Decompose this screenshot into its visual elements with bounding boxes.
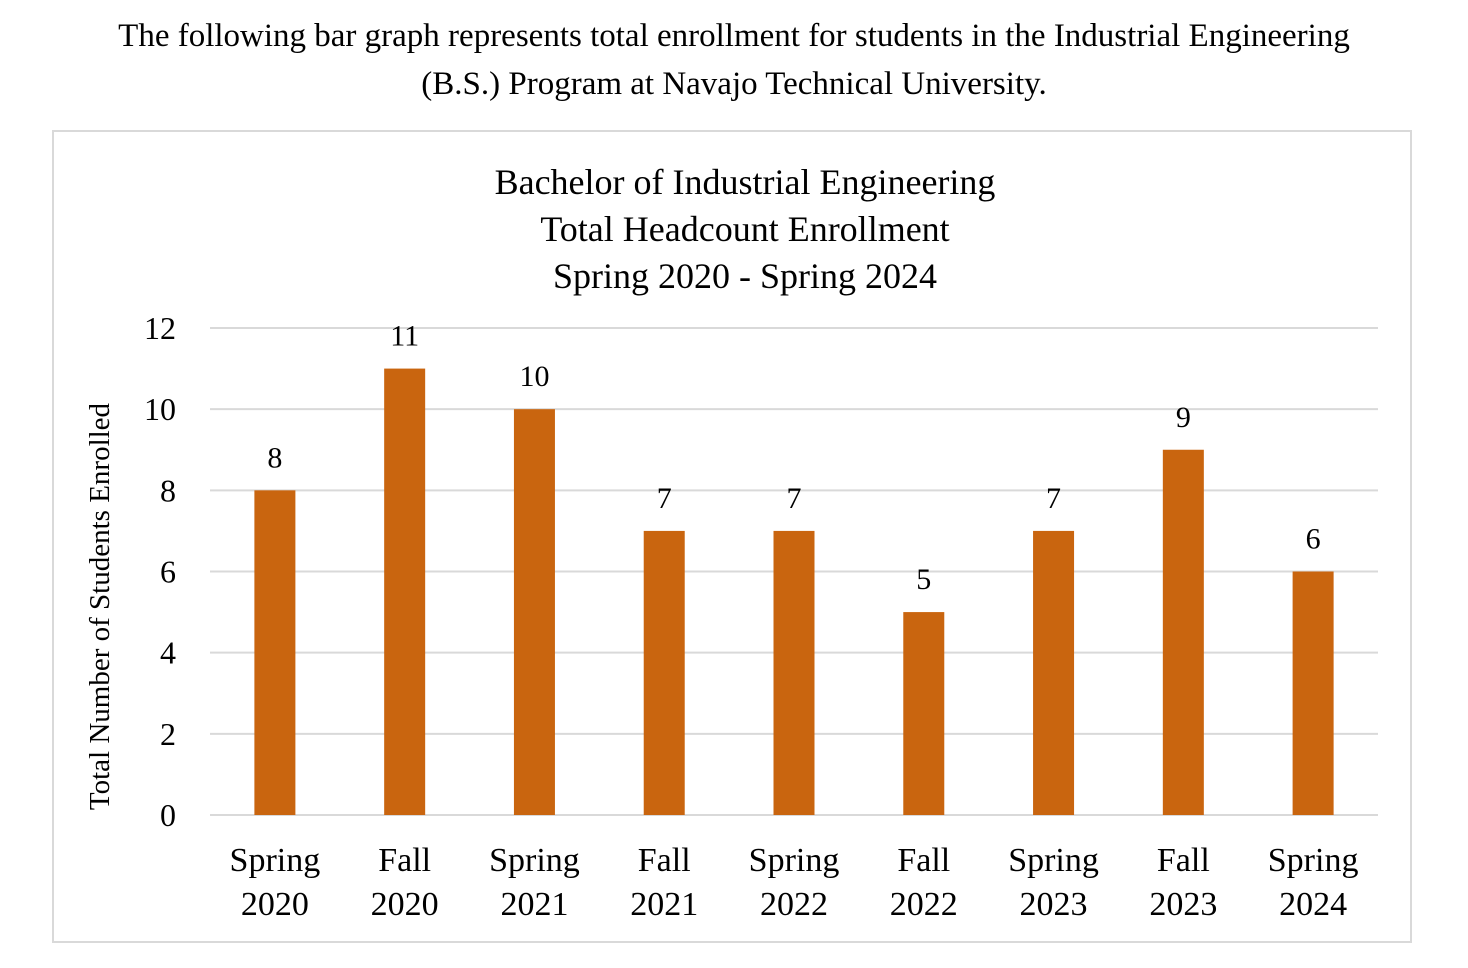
bar [1292,571,1334,815]
x-tick-label: Spring [1268,842,1359,879]
x-tick-label: 2024 [1279,886,1347,923]
x-tick-label: 2023 [1149,886,1217,923]
x-tick-label: 2021 [630,886,698,923]
x-tick-label: Fall [897,842,950,879]
bar [643,530,685,815]
bar [513,409,555,815]
intro-line-2: (B.S.) Program at Navajo Technical Unive… [421,66,1047,102]
bar [1033,530,1075,815]
data-label: 5 [916,563,931,596]
x-tick-label: 2021 [500,886,568,923]
x-tick-label: Spring [489,842,580,879]
y-tick-label: 8 [160,472,176,508]
data-label: 7 [657,482,672,515]
data-label: 8 [267,441,282,474]
bar [254,490,296,815]
x-tick-label: 2023 [1020,886,1088,923]
data-label: 11 [390,320,419,353]
data-label: 7 [787,482,802,515]
x-tick-label: 2022 [890,886,958,923]
bar [903,612,945,815]
y-tick-label: 2 [160,716,176,752]
x-tick-label: 2022 [760,886,828,923]
bar [773,530,815,815]
intro-line-1: The following bar graph represents total… [118,18,1350,54]
y-tick-label: 6 [160,554,176,590]
data-label: 6 [1306,523,1321,556]
y-tick-label: 12 [144,310,176,346]
chart-title-line: Spring 2020 - Spring 2024 [553,256,937,296]
bar [384,368,426,815]
data-label: 10 [519,360,549,393]
x-tick-label: Spring [1008,842,1099,879]
x-tick-label: Spring [230,842,321,879]
x-tick-label: Fall [1157,842,1210,879]
x-tick-label: Fall [378,842,431,879]
intro-text: The following bar graph represents total… [0,12,1468,108]
y-tick-label: 0 [160,797,176,833]
chart-title-line: Total Headcount Enrollment [540,209,949,249]
y-axis-label: Total Number of Students Enrolled [84,402,116,810]
data-label: 7 [1046,482,1061,515]
x-tick-label: 2020 [241,886,309,923]
bar [1162,449,1204,815]
y-tick-label: 10 [144,391,176,427]
x-tick-label: Fall [638,842,691,879]
data-label: 9 [1176,401,1191,434]
x-tick-label: Spring [749,842,840,879]
chart-title-line: Bachelor of Industrial Engineering [495,162,996,202]
y-tick-label: 4 [160,635,176,671]
x-tick-label: 2020 [371,886,439,923]
